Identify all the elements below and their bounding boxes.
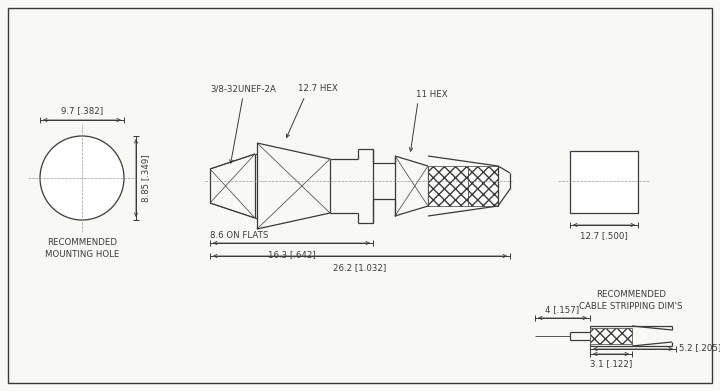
Text: 11 HEX: 11 HEX xyxy=(416,90,448,99)
Text: 16.3 [.642]: 16.3 [.642] xyxy=(268,250,315,259)
Bar xyxy=(428,166,468,206)
Bar xyxy=(468,166,498,206)
Text: 3.1 [.122]: 3.1 [.122] xyxy=(590,359,632,368)
Text: 4 [.157]: 4 [.157] xyxy=(546,305,580,314)
Bar xyxy=(570,151,638,213)
Text: 12.7 HEX: 12.7 HEX xyxy=(298,84,338,93)
Circle shape xyxy=(40,136,124,220)
Text: RECOMMENDED
CABLE STRIPPING DIM'S: RECOMMENDED CABLE STRIPPING DIM'S xyxy=(580,290,683,311)
Text: 5.2 [.205]: 5.2 [.205] xyxy=(679,344,720,353)
Text: 26.2 [1.032]: 26.2 [1.032] xyxy=(333,263,387,272)
Text: 12.7 [.500]: 12.7 [.500] xyxy=(580,231,628,240)
Text: 3/8-32UNEF-2A: 3/8-32UNEF-2A xyxy=(210,84,276,93)
Text: 8.6 ON FLATS: 8.6 ON FLATS xyxy=(210,231,269,240)
Text: 8.85 [.349]: 8.85 [.349] xyxy=(141,154,150,202)
Bar xyxy=(590,328,632,344)
Text: RECOMMENDED
MOUNTING HOLE: RECOMMENDED MOUNTING HOLE xyxy=(45,238,120,259)
Text: 9.7 [.382]: 9.7 [.382] xyxy=(61,106,103,115)
